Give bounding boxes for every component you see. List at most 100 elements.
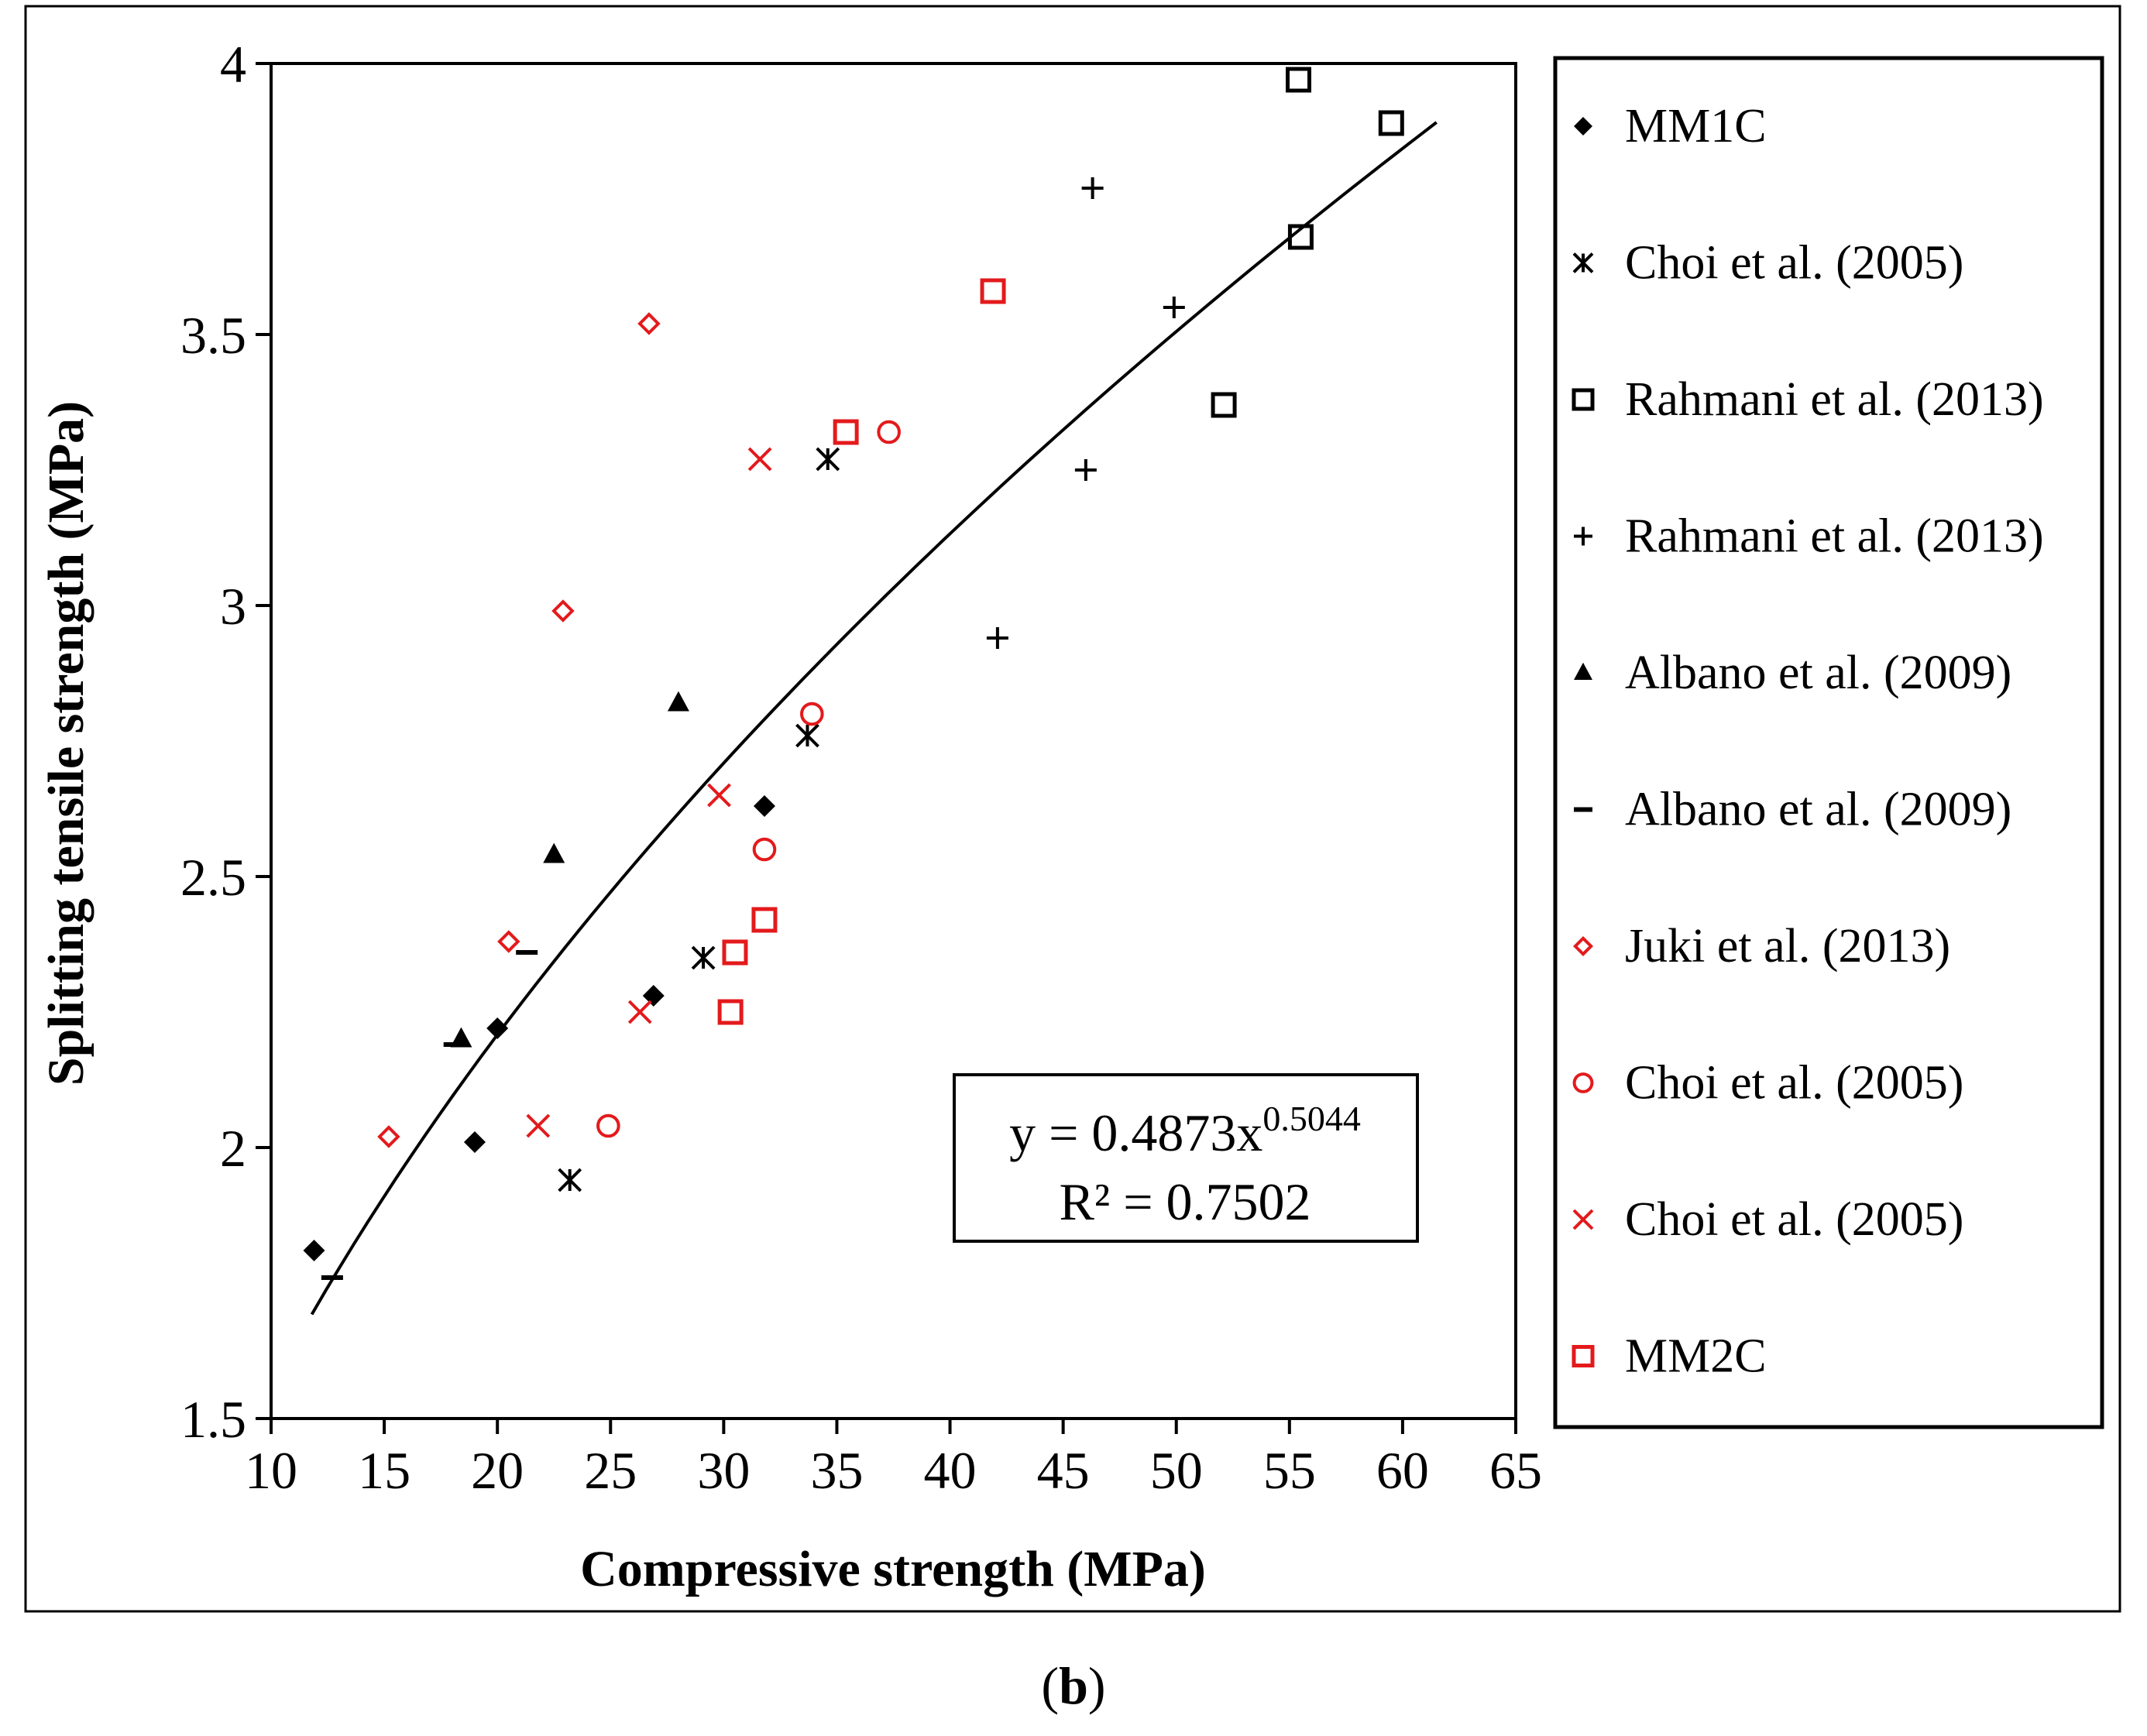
data-point — [627, 1000, 652, 1024]
legend-label: MM1C — [1625, 100, 1767, 153]
data-point — [1286, 67, 1312, 93]
data-point — [753, 795, 775, 817]
y-tick-label: 2 — [220, 1119, 246, 1178]
x-tick-label: 55 — [1263, 1441, 1316, 1500]
legend-item: Choi et al. (2005) — [1572, 237, 1963, 290]
legend-item: MM1C — [1574, 100, 1767, 153]
data-point — [497, 930, 520, 953]
data-point — [463, 1131, 486, 1153]
y-tick-label: 2.5 — [180, 848, 246, 907]
data-point — [596, 1113, 620, 1138]
legend-marker — [1574, 527, 1592, 546]
legend-marker — [1574, 662, 1592, 680]
data-point — [526, 1113, 551, 1138]
series-2 — [1211, 67, 1404, 418]
series-8 — [526, 447, 772, 1138]
data-point — [986, 627, 1008, 649]
legend-marker — [1572, 935, 1594, 957]
data-point — [377, 1125, 400, 1148]
data-point — [1378, 110, 1404, 136]
data-point — [543, 842, 565, 863]
legend-marker — [1572, 1345, 1595, 1367]
legend-label: Rahmani et al. (2013) — [1625, 510, 2044, 563]
legend-label: Choi et al. (2005) — [1625, 237, 1963, 290]
data-point — [717, 999, 744, 1025]
data-point — [551, 599, 575, 623]
data-point — [667, 691, 689, 712]
data-point — [877, 420, 901, 444]
x-tick-label: 40 — [924, 1441, 977, 1500]
x-tick-label: 10 — [245, 1441, 297, 1500]
data-point — [1081, 177, 1104, 199]
data-point — [833, 419, 859, 445]
legend-item: Choi et al. (2005) — [1572, 1057, 1963, 1110]
data-point — [707, 783, 731, 808]
data-point — [800, 702, 824, 726]
data-point — [486, 1017, 509, 1039]
legend-marker — [1572, 1209, 1594, 1230]
legend-label: Choi et al. (2005) — [1625, 1057, 1963, 1110]
legend-label: Albano et al. (2009) — [1625, 784, 2011, 836]
legend-label: Choi et al. (2005) — [1625, 1193, 1963, 1246]
series-1 — [558, 447, 840, 1192]
legend-label: Juki et al. (2013) — [1625, 920, 1950, 973]
series-7 — [596, 420, 901, 1138]
x-tick-label: 25 — [584, 1441, 637, 1500]
series-5 — [321, 950, 538, 1280]
y-tick-label: 3 — [220, 577, 246, 636]
legend-marker — [1574, 117, 1592, 136]
data-point — [642, 985, 665, 1007]
legend-item: Rahmani et al. (2013) — [1572, 373, 2044, 426]
y-tick-label: 1.5 — [180, 1390, 246, 1449]
data-point — [1211, 392, 1237, 418]
plot-border — [270, 62, 1517, 1420]
legend: MM1C Choi et al. (2005) Rahmani et al. (20… — [1553, 56, 2104, 1429]
x-tick-label: 45 — [1037, 1441, 1090, 1500]
plot-area — [270, 62, 1517, 1420]
equation-box: y = 0.4873x0.5044 R² = 0.7502 — [953, 1073, 1419, 1243]
legend-label: Albano et al. (2009) — [1625, 647, 2011, 699]
legend-label: Rahmani et al. (2013) — [1625, 373, 2044, 426]
x-axis: 10 15 20 25 30 35 40 45 50 55 60 65 — [245, 1419, 1542, 1500]
x-tick-label: 20 — [471, 1441, 524, 1500]
data-point — [691, 945, 716, 970]
data-points — [303, 67, 1404, 1280]
r-squared-text: R² = 0.7502 — [1059, 1172, 1311, 1231]
y-axis: 1.5 2 2.5 3 3.5 4 — [180, 35, 271, 1449]
equation-exponent: 0.5044 — [1262, 1099, 1361, 1138]
data-point — [795, 723, 819, 748]
legend-marker — [1572, 1072, 1594, 1093]
y-tick-label: 3.5 — [180, 306, 246, 365]
figure-caption: (b) — [1041, 1656, 1105, 1715]
data-point — [558, 1168, 582, 1192]
data-point — [752, 837, 777, 862]
series-9 — [717, 278, 1006, 1025]
data-point — [816, 447, 840, 472]
series-0 — [303, 795, 775, 1261]
data-point — [747, 447, 772, 472]
data-point — [1163, 297, 1185, 318]
x-tick-label: 65 — [1489, 1441, 1542, 1500]
legend-item: Albano et al. (2009) — [1574, 784, 2011, 836]
legend-item: Juki et al. (2013) — [1572, 920, 1950, 973]
x-tick-label: 30 — [697, 1441, 750, 1500]
data-point — [637, 312, 661, 335]
legend-marker — [1572, 388, 1595, 411]
series-3 — [986, 177, 1185, 649]
x-tick-label: 15 — [358, 1441, 411, 1500]
data-point — [1074, 459, 1097, 481]
legend-item: Rahmani et al. (2013) — [1574, 510, 2044, 563]
legend-marker — [1572, 252, 1594, 273]
x-tick-label: 35 — [810, 1441, 863, 1500]
legend-item: Albano et al. (2009) — [1574, 647, 2011, 699]
y-tick-label: 4 — [220, 35, 246, 94]
legend-item: MM2C — [1572, 1330, 1767, 1383]
data-point — [1287, 224, 1314, 250]
x-tick-label: 60 — [1376, 1441, 1429, 1500]
data-point — [751, 907, 778, 933]
legend-item: Choi et al. (2005) — [1572, 1193, 1963, 1246]
series-6 — [377, 312, 661, 1148]
y-axis-title: Splitting tensile strength (MPa) — [38, 401, 94, 1086]
data-point — [303, 1240, 325, 1261]
equation-text: y = 0.4873x0.5044 — [1009, 1099, 1361, 1162]
